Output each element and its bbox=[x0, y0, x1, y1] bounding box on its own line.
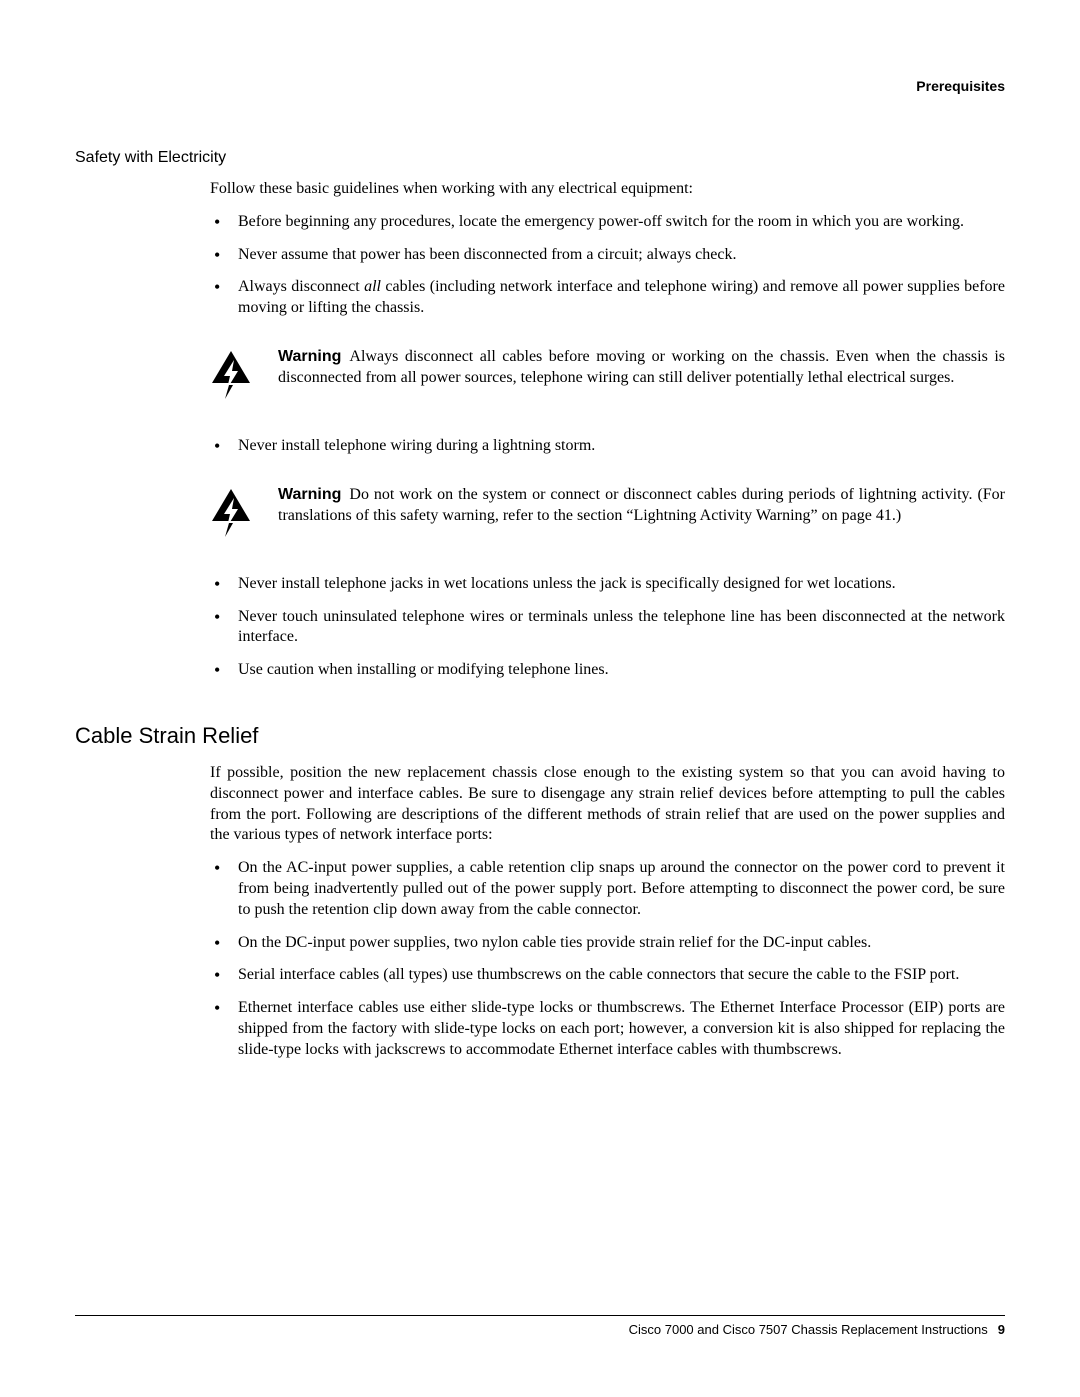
list-item: Never touch uninsulated telephone wires … bbox=[210, 607, 1005, 649]
warning-body: Always disconnect all cables before movi… bbox=[278, 348, 1005, 386]
strain-bullets: On the AC-input power supplies, a cable … bbox=[210, 858, 1005, 1060]
strain-intro: If possible, position the new replacemen… bbox=[210, 763, 1005, 846]
heading-cable-strain-relief: Cable Strain Relief bbox=[75, 723, 1005, 749]
warning-2-text: WarningDo not work on the system or conn… bbox=[278, 485, 1005, 527]
text-emphasis: all bbox=[364, 278, 381, 295]
page-header-section: Prerequisites bbox=[75, 78, 1005, 94]
list-item: Always disconnect all cables (including … bbox=[210, 277, 1005, 319]
list-item: Never install telephone jacks in wet loc… bbox=[210, 574, 1005, 595]
list-item: Before beginning any procedures, locate … bbox=[210, 212, 1005, 233]
heading-safety-electricity: Safety with Electricity bbox=[75, 149, 1005, 167]
list-item: Never assume that power has been disconn… bbox=[210, 245, 1005, 266]
list-item: Use caution when installing or modifying… bbox=[210, 660, 1005, 681]
warning-icon bbox=[210, 487, 268, 546]
footer-page-number: 9 bbox=[998, 1322, 1005, 1337]
warning-1-text: WarningAlways disconnect all cables befo… bbox=[278, 347, 1005, 389]
warning-body: Do not work on the system or connect or … bbox=[278, 486, 1005, 524]
list-item: On the DC-input power supplies, two nylo… bbox=[210, 933, 1005, 954]
text-fragment: Always disconnect bbox=[238, 278, 364, 295]
safety-intro: Follow these basic guidelines when worki… bbox=[210, 179, 1005, 200]
list-item: Never install telephone wiring during a … bbox=[210, 436, 1005, 457]
footer-doc-title: Cisco 7000 and Cisco 7507 Chassis Replac… bbox=[629, 1322, 988, 1337]
list-item: Serial interface cables (all types) use … bbox=[210, 965, 1005, 986]
page-footer: Cisco 7000 and Cisco 7507 Chassis Replac… bbox=[75, 1315, 1005, 1337]
list-item: Ethernet interface cables use either sli… bbox=[210, 998, 1005, 1060]
safety-bullets-2: Never install telephone jacks in wet loc… bbox=[210, 574, 1005, 681]
warning-label: Warning bbox=[278, 348, 341, 365]
safety-bullets-mid: Never install telephone wiring during a … bbox=[210, 436, 1005, 457]
safety-bullets-1: Before beginning any procedures, locate … bbox=[210, 212, 1005, 319]
list-item: On the AC-input power supplies, a cable … bbox=[210, 858, 1005, 920]
warning-label: Warning bbox=[278, 486, 341, 503]
warning-icon bbox=[210, 349, 268, 408]
